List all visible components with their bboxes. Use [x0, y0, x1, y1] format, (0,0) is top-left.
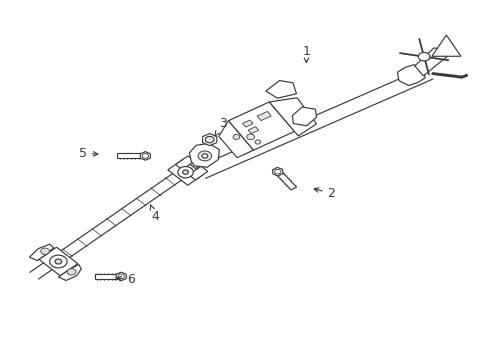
Circle shape — [41, 248, 49, 255]
Polygon shape — [39, 247, 78, 276]
Polygon shape — [292, 107, 316, 126]
Circle shape — [178, 167, 193, 178]
Polygon shape — [140, 152, 150, 160]
Circle shape — [274, 169, 280, 174]
Circle shape — [202, 154, 207, 158]
Polygon shape — [242, 120, 252, 127]
Circle shape — [118, 274, 124, 279]
Polygon shape — [95, 274, 121, 279]
Polygon shape — [189, 144, 219, 167]
Circle shape — [254, 140, 260, 144]
Circle shape — [246, 134, 254, 140]
Polygon shape — [175, 156, 194, 170]
Polygon shape — [274, 170, 296, 190]
Polygon shape — [219, 121, 253, 158]
Circle shape — [182, 170, 188, 174]
Polygon shape — [265, 81, 296, 98]
Polygon shape — [117, 153, 145, 158]
Polygon shape — [167, 159, 203, 185]
Polygon shape — [228, 102, 294, 150]
Text: 6: 6 — [117, 274, 135, 287]
Text: 1: 1 — [302, 45, 310, 63]
Circle shape — [142, 154, 148, 158]
Circle shape — [50, 255, 67, 268]
Circle shape — [233, 134, 239, 139]
Polygon shape — [248, 127, 258, 134]
Circle shape — [55, 259, 61, 264]
Circle shape — [198, 151, 211, 161]
Circle shape — [67, 269, 76, 275]
Polygon shape — [269, 98, 316, 136]
Polygon shape — [202, 134, 216, 145]
Polygon shape — [397, 65, 424, 85]
Polygon shape — [116, 272, 126, 281]
Text: 2: 2 — [313, 187, 335, 200]
Text: 4: 4 — [150, 205, 159, 223]
Polygon shape — [414, 48, 446, 76]
Circle shape — [205, 136, 214, 143]
Polygon shape — [188, 166, 207, 180]
Polygon shape — [431, 35, 460, 56]
Polygon shape — [272, 167, 283, 176]
Polygon shape — [257, 111, 271, 121]
Polygon shape — [29, 244, 54, 261]
Text: 5: 5 — [79, 147, 98, 159]
Text: 3: 3 — [215, 117, 226, 136]
Circle shape — [417, 53, 429, 61]
Polygon shape — [59, 265, 81, 280]
